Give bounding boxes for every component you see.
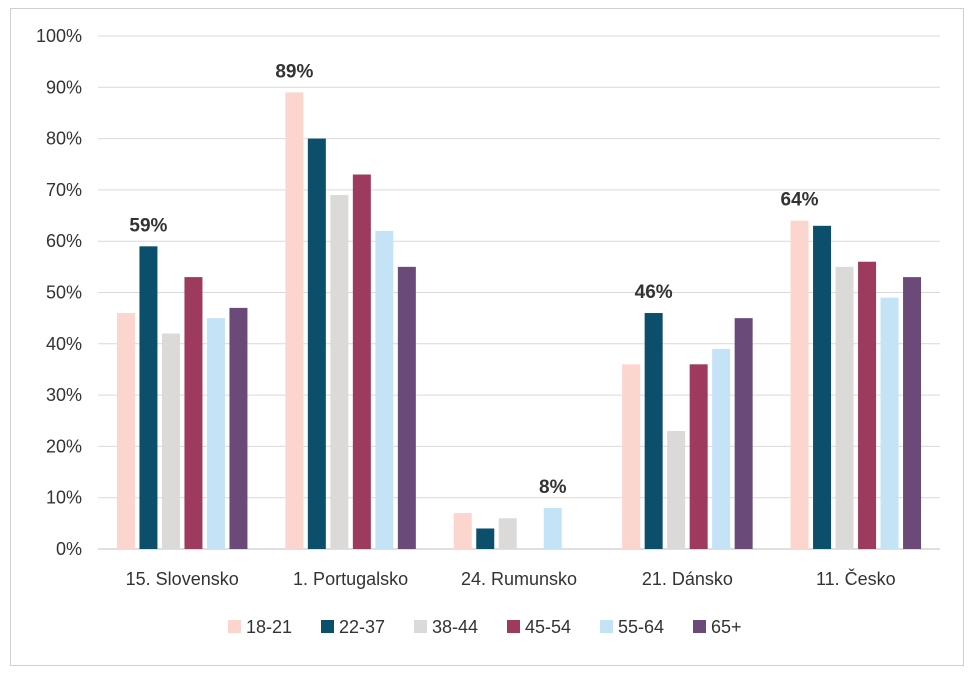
y-tick-label: 100% [36,26,82,46]
bar-55-64-2 [543,507,562,549]
bar-22-37-1 [307,138,326,549]
bar-18-21-1 [285,92,304,550]
bar-18-21-0 [116,313,135,549]
category-label: 21. Dánsko [642,569,733,589]
legend-label: 55-64 [618,617,664,637]
data-labels: 59% 89% 8% 46% 64% [129,61,818,498]
bar-65+-1 [397,266,416,549]
bar-65+-3 [734,318,753,549]
data-label-max: 46% [635,282,673,303]
legend-swatch-18-21 [228,620,241,633]
data-label-max: 59% [129,215,167,236]
bar-38-44-2 [498,518,517,549]
bar-22-37-3 [644,313,663,549]
y-tick-label: 30% [46,385,82,405]
data-label-max: 64% [781,190,819,211]
legend: 18-21 22-37 38-44 45-54 55-64 65+ [228,617,742,637]
legend-swatch-38-44 [414,620,427,633]
x-axis-categories: 15. Slovensko 1. Portugalsko 24. Rumunsko 2… [126,568,896,589]
bar-38-44-3 [667,431,686,549]
y-tick-label: 60% [46,231,82,251]
legend-swatch-65+ [693,620,706,633]
y-tick-label: 10% [46,488,82,508]
bar-65+-0 [229,307,248,549]
bar-45-54-1 [352,174,371,549]
bar-55-64-1 [375,230,394,549]
y-tick-label: 40% [46,334,82,354]
bar-45-54-4 [858,261,877,549]
legend-label: 45-54 [525,617,571,637]
category-label: 15. Slovensko [126,569,239,589]
legend-label: 65+ [711,617,742,637]
bar-55-64-3 [712,348,731,549]
y-axis-ticks: 0% 10% 20% 30% 40% 50% 60% 70% 80% 90% 100% [36,26,82,559]
y-tick-label: 20% [46,436,82,456]
bar-22-37-0 [139,246,158,549]
y-tick-label: 90% [46,77,82,97]
legend-swatch-22-37 [321,620,334,633]
legend-swatch-45-54 [507,620,520,633]
y-tick-label: 80% [46,129,82,149]
bar-38-44-4 [835,266,854,549]
legend-swatch-55-64 [600,620,613,633]
bar-38-44-1 [330,195,349,549]
bar-18-21-2 [453,513,472,549]
bar-series [116,92,922,550]
bar-18-21-4 [790,220,809,549]
legend-label: 38-44 [432,617,478,637]
bar-55-64-4 [880,297,899,549]
legend-label: 22-37 [339,617,385,637]
data-label-max: 89% [275,61,313,82]
bar-38-44-0 [161,333,180,549]
y-tick-label: 0% [56,539,82,559]
bar-45-54-0 [184,277,203,549]
category-label: 24. Rumunsko [461,569,577,589]
bar-45-54-3 [689,364,708,549]
bar-18-21-3 [622,364,641,549]
bar-65+-4 [903,277,922,549]
data-label-max: 8% [539,477,567,498]
category-label: 1. Portugalsko [293,569,408,589]
y-tick-label: 70% [46,180,82,200]
bar-22-37-2 [476,528,495,549]
bar-55-64-0 [206,318,225,549]
bar-22-37-4 [813,225,832,549]
legend-label: 18-21 [246,617,292,637]
y-tick-label: 50% [46,283,82,303]
category-label: 11. Česko [816,568,896,589]
